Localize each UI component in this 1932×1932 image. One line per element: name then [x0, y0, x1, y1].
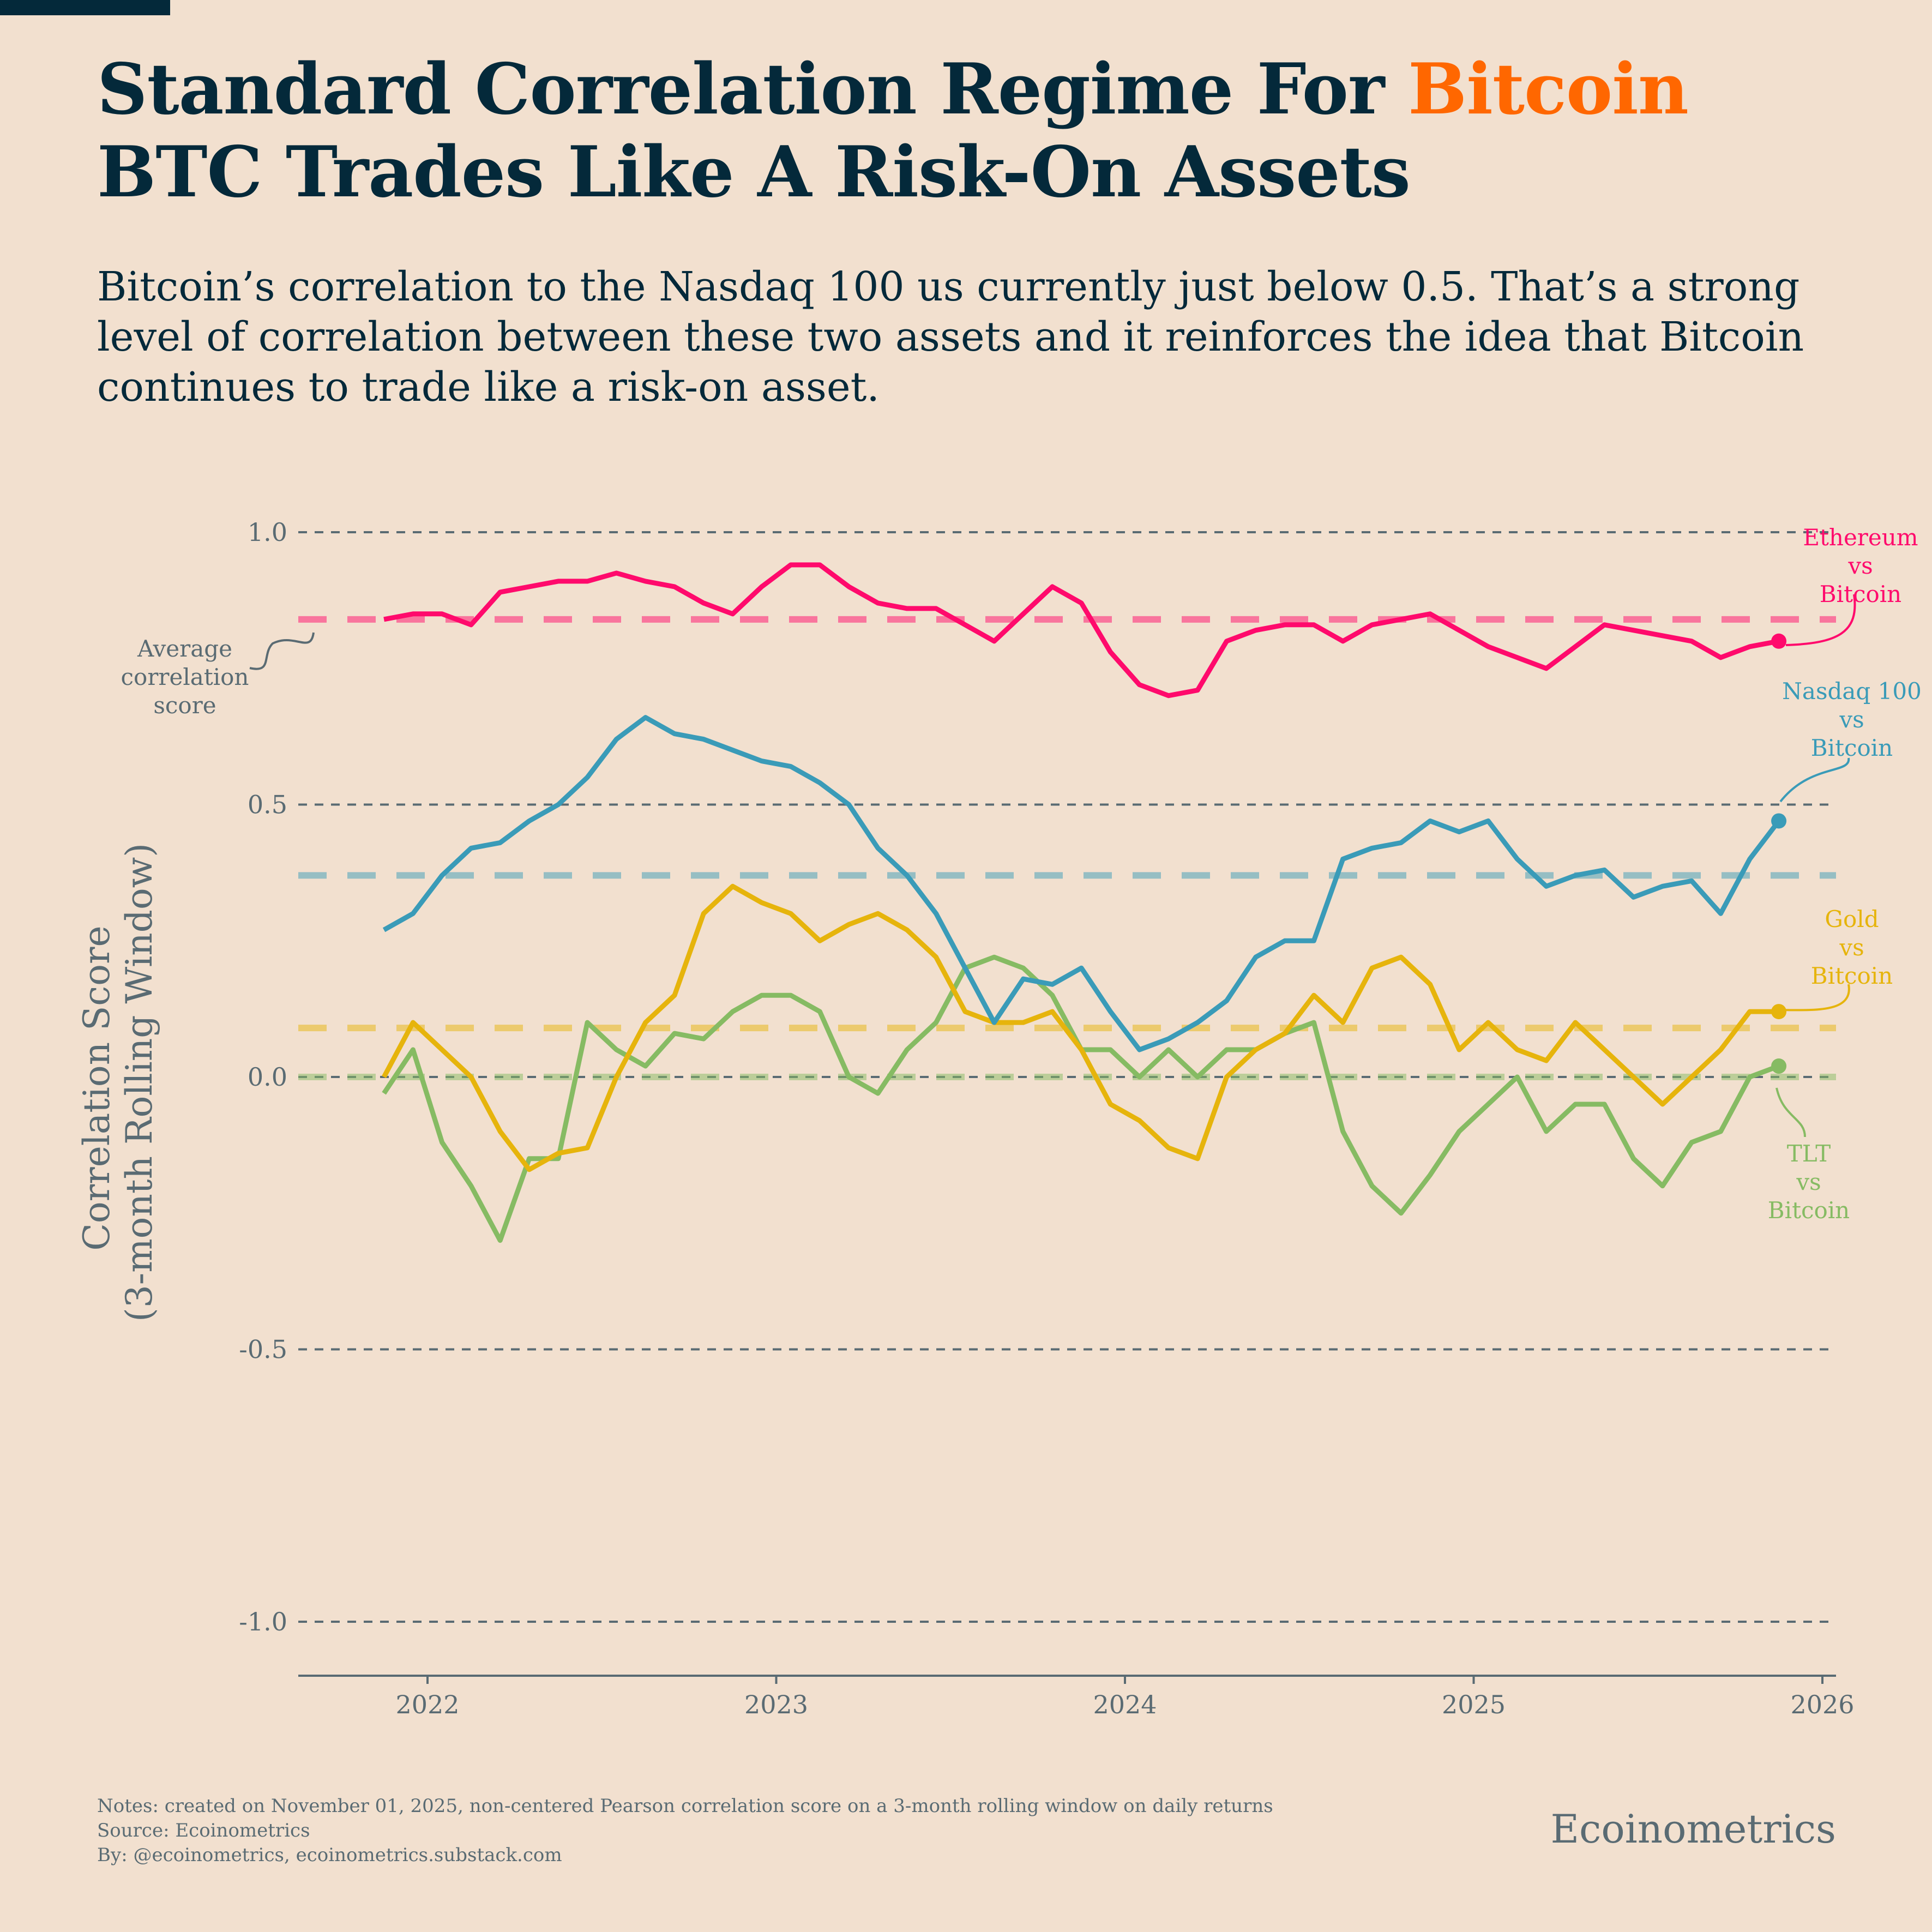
average-label-line: correlation [121, 664, 249, 690]
average-label-line: Average [137, 635, 232, 662]
title-accent: Bitcoin [1408, 49, 1689, 130]
series-label-line: Bitcoin [1820, 581, 1901, 607]
endpoint-marker [1771, 1058, 1787, 1074]
series-label-line: Bitcoin [1768, 1197, 1850, 1224]
series-label-line: Nasdaq 100 [1782, 678, 1922, 705]
endpoint-marker [1771, 813, 1787, 829]
annotation-arrow [1779, 757, 1850, 803]
page-title: Standard Correlation Regime For Bitcoin … [97, 48, 1689, 214]
series-line-ethereum [383, 562, 1779, 699]
y-axis-title-line-2: (3-month Rolling Window) [118, 843, 160, 1322]
title-line-2: BTC Trades Like A Risk-On Assets [97, 131, 1411, 213]
series-line-gold [382, 883, 1779, 1172]
series-label-line: Ethereum [1803, 524, 1918, 551]
x-tick-label: 2025 [1442, 1690, 1506, 1719]
y-tick-label: 0.0 [248, 1062, 287, 1092]
x-tick-label: 2024 [1093, 1690, 1157, 1719]
x-tick-label: 2026 [1790, 1690, 1854, 1719]
series-line-nasdaq [382, 715, 1781, 1052]
series-line-tlt [382, 954, 1780, 1243]
series-label-line: Bitcoin [1811, 962, 1893, 989]
footer-notes: Notes: created on November 01, 2025, non… [97, 1794, 1273, 1868]
annotation-arrow [1775, 1087, 1806, 1137]
y-tick-label: 0.5 [248, 790, 287, 820]
series-label: TLT vs Bitcoin [1768, 1140, 1850, 1224]
source-text: Source: Ecoinometrics [97, 1820, 310, 1841]
title-line-1: Standard Correlation Regime For Bitcoin [97, 48, 1689, 131]
x-tick-label: 2022 [395, 1690, 459, 1719]
y-axis-title: Correlation Score (3-month Rolling Windo… [76, 843, 160, 1322]
y-axis-title-line-1: Correlation Score [76, 925, 118, 1250]
annotation-arrow [1774, 984, 1850, 1012]
subtitle: Bitcoin’s correlation to the Nasdaq 100 … [97, 263, 1804, 411]
series-label-line: Bitcoin [1811, 735, 1893, 761]
average-label-line: score [153, 692, 216, 719]
series-label-line: vs [1839, 934, 1864, 961]
endpoint-marker [1771, 1004, 1787, 1020]
series-label-line: TLT [1787, 1140, 1831, 1167]
brand-logo: Ecoinometrics [1550, 1806, 1836, 1852]
annotation-arrow [249, 632, 315, 670]
series-label: Nasdaq 100 vs Bitcoin [1782, 678, 1922, 761]
corner-bar [0, 0, 170, 15]
series-label: Gold vs Bitcoin [1811, 906, 1893, 989]
y-tick-label: -0.5 [239, 1335, 287, 1364]
average-correlation-label: Average correlation score [121, 635, 249, 719]
y-tick-label: -1.0 [239, 1607, 287, 1636]
title-prefix: Standard Correlation Regime For [97, 49, 1408, 130]
y-tick-label: 1.0 [248, 517, 287, 547]
series-label-line: vs [1796, 1169, 1821, 1195]
series-label-line: vs [1839, 706, 1864, 733]
series-label-line: vs [1847, 552, 1873, 579]
endpoint-marker [1771, 633, 1787, 649]
series-label: Ethereum vs Bitcoin [1803, 524, 1918, 607]
annotation-arrow [1785, 594, 1856, 646]
byline-text: By: @ecoinometrics, ecoinometrics.substa… [97, 1844, 562, 1866]
x-tick-label: 2023 [744, 1690, 808, 1719]
series-label-line: Gold [1825, 906, 1879, 932]
notes-text: Notes: created on November 01, 2025, non… [97, 1795, 1273, 1817]
